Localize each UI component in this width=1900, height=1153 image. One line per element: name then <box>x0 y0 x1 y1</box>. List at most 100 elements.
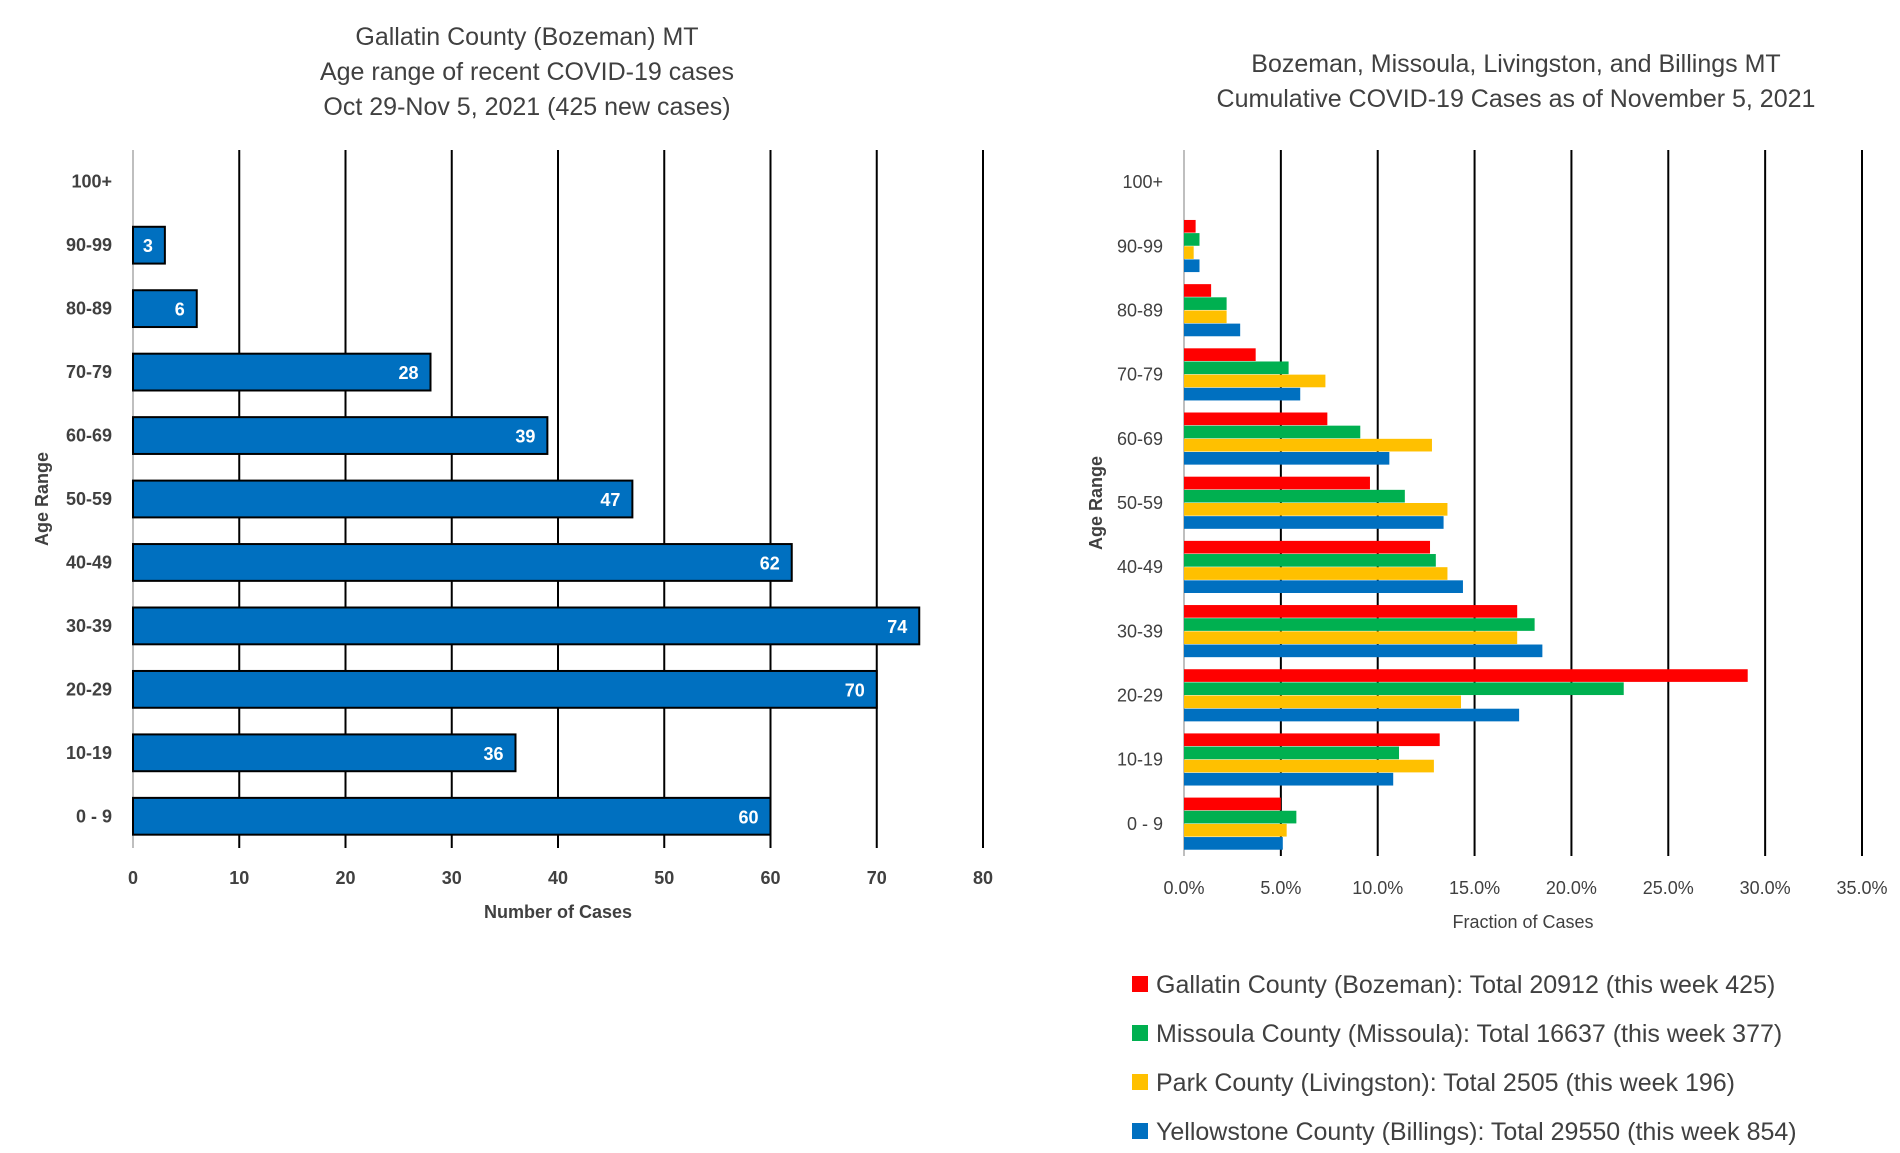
bar-series-4 <box>1184 323 1241 337</box>
bar-series-3 <box>1184 695 1462 709</box>
bar-series-2 <box>1184 746 1400 760</box>
legend-entry: Missoula County (Missoula): Total 16637 … <box>1156 1020 1782 1048</box>
bar-series-2 <box>1184 618 1535 631</box>
x-tick-label: 35.0% <box>1836 878 1887 898</box>
bar-series-3 <box>1184 567 1448 580</box>
bar-series-2 <box>1184 554 1436 567</box>
chart-title-line: Gallatin County (Bozeman) MT <box>355 23 698 51</box>
bar-series-3 <box>1184 310 1227 324</box>
bar <box>132 669 878 709</box>
chart-title-line: Age range of recent COVID-19 cases <box>320 58 734 86</box>
bar-series-1 <box>1184 797 1281 811</box>
x-tick-label: 10.0% <box>1352 878 1403 898</box>
bar <box>132 479 634 519</box>
legend-entry: Park County (Livingston): Total 2505 (th… <box>1156 1069 1735 1097</box>
bar <box>132 352 432 392</box>
x-tick-label: 0.0% <box>1163 878 1204 898</box>
bar-series-4 <box>1184 259 1200 273</box>
data-label: 3 <box>143 236 153 256</box>
category-label: 20-29 <box>66 679 112 699</box>
bar-series-4 <box>1184 451 1390 465</box>
bar-series-2 <box>1184 682 1624 696</box>
bar-series-3 <box>1184 438 1432 452</box>
x-axis-title: Fraction of Cases <box>1452 912 1593 932</box>
bar-series-2 <box>1184 489 1405 503</box>
bar-series-4 <box>1184 644 1543 658</box>
x-tick-label: 30.0% <box>1740 878 1791 898</box>
bar-series-3 <box>1184 503 1448 516</box>
bar <box>132 543 793 582</box>
chart-title-line: Cumulative COVID-19 Cases as of November… <box>1217 85 1816 113</box>
data-label: 28 <box>398 363 418 383</box>
category-label: 100+ <box>71 172 112 192</box>
category-label: 60-69 <box>1117 429 1163 449</box>
category-label: 10-19 <box>66 743 112 763</box>
bar-series-2 <box>1184 361 1289 375</box>
bar-series-1 <box>1184 540 1431 554</box>
bar-series-1 <box>1184 284 1212 297</box>
category-label: 80-89 <box>1117 300 1163 320</box>
data-label: 62 <box>760 553 780 573</box>
x-tick-label: 50 <box>654 868 674 888</box>
data-label: 47 <box>600 490 620 510</box>
bar <box>132 416 549 455</box>
bar-series-2 <box>1184 297 1227 310</box>
bar <box>132 289 198 329</box>
category-label: 10-19 <box>1117 750 1163 770</box>
category-label: 40-49 <box>66 552 112 572</box>
bar-series-4 <box>1184 580 1463 593</box>
x-tick-label: 20 <box>335 868 355 888</box>
bar-series-4 <box>1184 387 1301 401</box>
bar-series-1 <box>1184 605 1518 618</box>
legend-swatch <box>1132 1025 1148 1041</box>
category-label: 50-59 <box>66 489 112 509</box>
bar-series-3 <box>1184 374 1326 388</box>
bar-series-1 <box>1184 669 1748 682</box>
bar-series-3 <box>1184 246 1194 259</box>
x-tick-label: 30 <box>442 868 462 888</box>
data-label: 39 <box>515 427 535 447</box>
data-label: 36 <box>483 744 503 764</box>
bar <box>132 225 166 265</box>
category-label: 90-99 <box>1117 236 1163 256</box>
y-axis-title: Age Range <box>1086 456 1106 550</box>
category-label: 60-69 <box>66 426 112 446</box>
chart-title-line: Bozeman, Missoula, Livingston, and Billi… <box>1251 50 1780 78</box>
data-label: 70 <box>845 680 865 700</box>
x-tick-label: 20.0% <box>1546 878 1597 898</box>
legend-swatch <box>1132 1074 1148 1090</box>
bar <box>132 733 517 773</box>
bar-series-3 <box>1184 759 1434 773</box>
category-label: 70-79 <box>66 362 112 382</box>
category-label: 100+ <box>1122 172 1163 192</box>
y-axis-title: Age Range <box>32 452 52 546</box>
x-tick-label: 25.0% <box>1643 878 1694 898</box>
bar-series-2 <box>1184 425 1361 439</box>
bar-series-4 <box>1184 708 1520 722</box>
legend-swatch <box>1132 976 1148 992</box>
category-label: 70-79 <box>1117 365 1163 385</box>
x-tick-label: 10 <box>229 868 249 888</box>
x-tick-label: 80 <box>973 868 993 888</box>
bar-series-1 <box>1184 412 1328 426</box>
category-label: 90-99 <box>66 235 112 255</box>
bar-series-2 <box>1184 233 1200 246</box>
category-label: 80-89 <box>66 299 112 319</box>
x-axis-title: Number of Cases <box>484 902 632 922</box>
x-tick-label: 60 <box>760 868 780 888</box>
x-tick-label: 40 <box>548 868 568 888</box>
chart-title-line: Oct 29-Nov 5, 2021 (425 new cases) <box>323 93 730 121</box>
bar-series-4 <box>1184 772 1394 786</box>
data-label: 60 <box>738 807 758 827</box>
x-tick-label: 70 <box>867 868 887 888</box>
bar <box>132 796 772 836</box>
legend-entry: Gallatin County (Bozeman): Total 20912 (… <box>1156 971 1775 999</box>
category-label: 50-59 <box>1117 493 1163 513</box>
data-label: 6 <box>175 300 185 320</box>
bar-series-4 <box>1184 837 1283 850</box>
chart-left-age-range-recent: Gallatin County (Bozeman) MT Age range of… <box>32 23 993 922</box>
category-label: 30-39 <box>66 616 112 636</box>
legend-entry: Yellowstone County (Billings): Total 295… <box>1156 1118 1797 1146</box>
bar <box>132 606 921 646</box>
